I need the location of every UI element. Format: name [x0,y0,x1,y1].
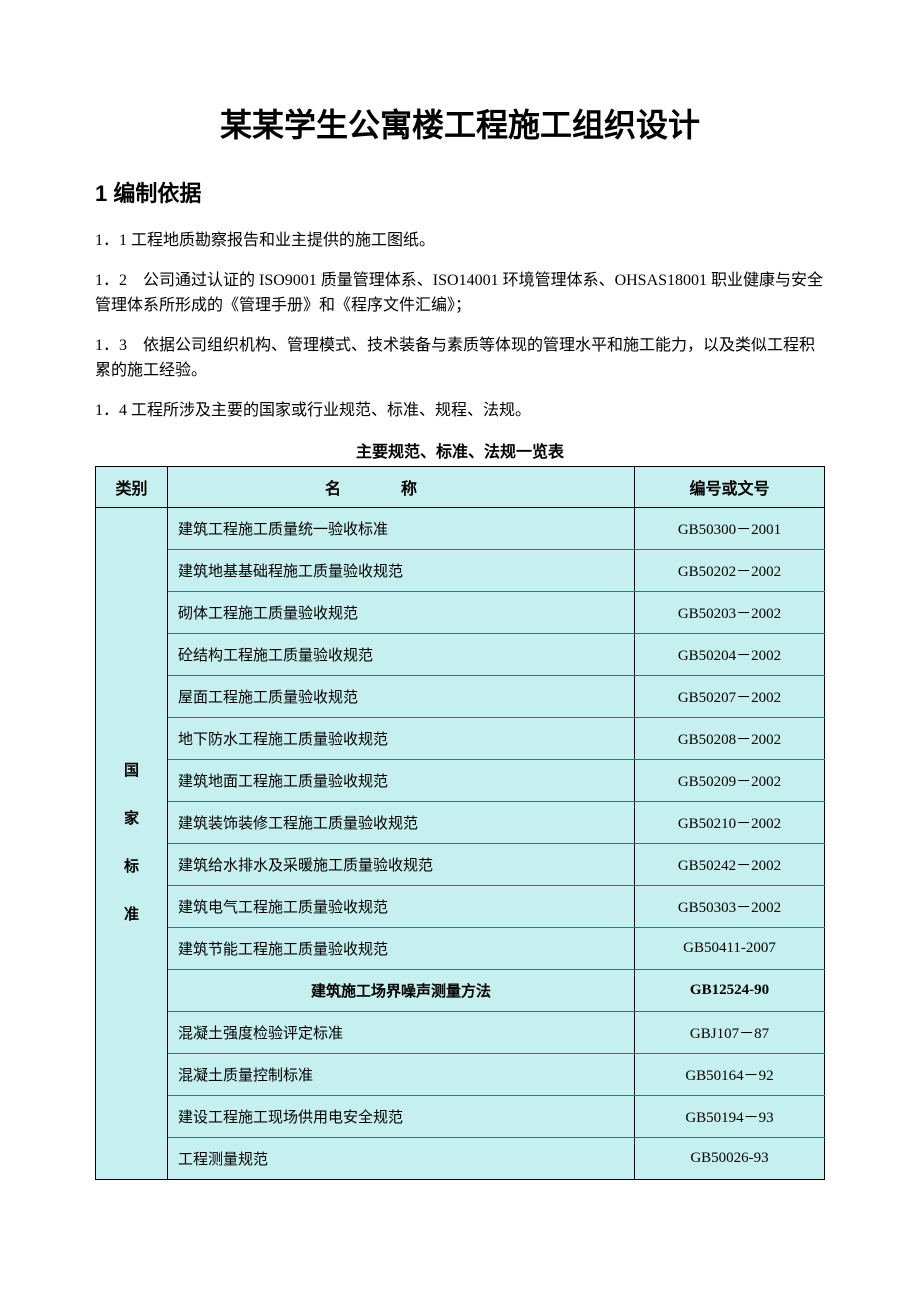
standard-name: 屋面工程施工质量验收规范 [168,675,635,717]
table-row: 砌体工程施工质量验收规范GB50203－2002 [96,591,825,633]
document-title: 某某学生公寓楼工程施工组织设计 [95,100,825,146]
table-row: 地下防水工程施工质量验收规范GB50208－2002 [96,717,825,759]
paragraph-1-2: 1．2 公司通过认证的 ISO9001 质量管理体系、ISO14001 环境管理… [95,268,825,319]
standard-name: 建设工程施工现场供用电安全规范 [168,1095,635,1137]
standard-code: GB50202－2002 [635,549,825,591]
standard-name: 混凝土强度检验评定标准 [168,1011,635,1053]
standards-table: 类别 名称 编号或文号 国家标准建筑工程施工质量统一验收标准GB50300－20… [95,466,825,1180]
table-row: 建设工程施工现场供用电安全规范GB50194－93 [96,1095,825,1137]
table-row: 建筑施工场界噪声测量方法GB12524-90 [96,969,825,1011]
standard-name: 建筑给水排水及采暖施工质量验收规范 [168,843,635,885]
standard-code: GB50242－2002 [635,843,825,885]
standard-name: 砌体工程施工质量验收规范 [168,591,635,633]
table-row: 砼结构工程施工质量验收规范GB50204－2002 [96,633,825,675]
table-row: 建筑地面工程施工质量验收规范GB50209－2002 [96,759,825,801]
table-row: 混凝土质量控制标准GB50164－92 [96,1053,825,1095]
table-row: 混凝土强度检验评定标准GBJ107－87 [96,1011,825,1053]
standard-name: 建筑地面工程施工质量验收规范 [168,759,635,801]
standard-code: GB50208－2002 [635,717,825,759]
standard-code: GB50194－93 [635,1095,825,1137]
section-heading: 1 编制依据 [95,176,825,208]
standard-code: GB50207－2002 [635,675,825,717]
standard-name: 建筑装饰装修工程施工质量验收规范 [168,801,635,843]
table-row: 工程测量规范GB50026-93 [96,1137,825,1179]
th-code: 编号或文号 [635,466,825,507]
standard-code: GBJ107－87 [635,1011,825,1053]
standard-name: 建筑施工场界噪声测量方法 [168,969,635,1011]
table-row: 建筑给水排水及采暖施工质量验收规范GB50242－2002 [96,843,825,885]
standard-code: GB50411-2007 [635,927,825,969]
standard-name: 建筑电气工程施工质量验收规范 [168,885,635,927]
standard-name: 混凝土质量控制标准 [168,1053,635,1095]
standard-code: GB50026-93 [635,1137,825,1179]
paragraph-1-3: 1．3 依据公司组织机构、管理模式、技术装备与素质等体现的管理水平和施工能力，以… [95,333,825,384]
table-row: 建筑电气工程施工质量验收规范GB50303－2002 [96,885,825,927]
table-row: 国家标准建筑工程施工质量统一验收标准GB50300－2001 [96,507,825,549]
standard-code: GB50204－2002 [635,633,825,675]
paragraph-1-1: 1．1 工程地质勘察报告和业主提供的施工图纸。 [95,228,825,254]
table-header-row: 类别 名称 编号或文号 [96,466,825,507]
table-row: 建筑地基基础程施工质量验收规范GB50202－2002 [96,549,825,591]
table-row: 建筑节能工程施工质量验收规范GB50411-2007 [96,927,825,969]
table-caption: 主要规范、标准、法规一览表 [95,438,825,462]
table-row: 建筑装饰装修工程施工质量验收规范GB50210－2002 [96,801,825,843]
standard-code: GB50164－92 [635,1053,825,1095]
standard-name: 建筑工程施工质量统一验收标准 [168,507,635,549]
standard-name: 地下防水工程施工质量验收规范 [168,717,635,759]
th-category: 类别 [96,466,168,507]
standard-code: GB50209－2002 [635,759,825,801]
category-cell: 国家标准 [96,507,168,1179]
th-name: 名称 [168,466,635,507]
standard-name: 工程测量规范 [168,1137,635,1179]
standard-code: GB50203－2002 [635,591,825,633]
standard-name: 砼结构工程施工质量验收规范 [168,633,635,675]
standard-code: GB50303－2002 [635,885,825,927]
standard-code: GB50300－2001 [635,507,825,549]
standard-name: 建筑地基基础程施工质量验收规范 [168,549,635,591]
paragraph-1-4: 1．4 工程所涉及主要的国家或行业规范、标准、规程、法规。 [95,398,825,424]
table-row: 屋面工程施工质量验收规范GB50207－2002 [96,675,825,717]
standard-name: 建筑节能工程施工质量验收规范 [168,927,635,969]
standard-code: GB50210－2002 [635,801,825,843]
standard-code: GB12524-90 [635,969,825,1011]
